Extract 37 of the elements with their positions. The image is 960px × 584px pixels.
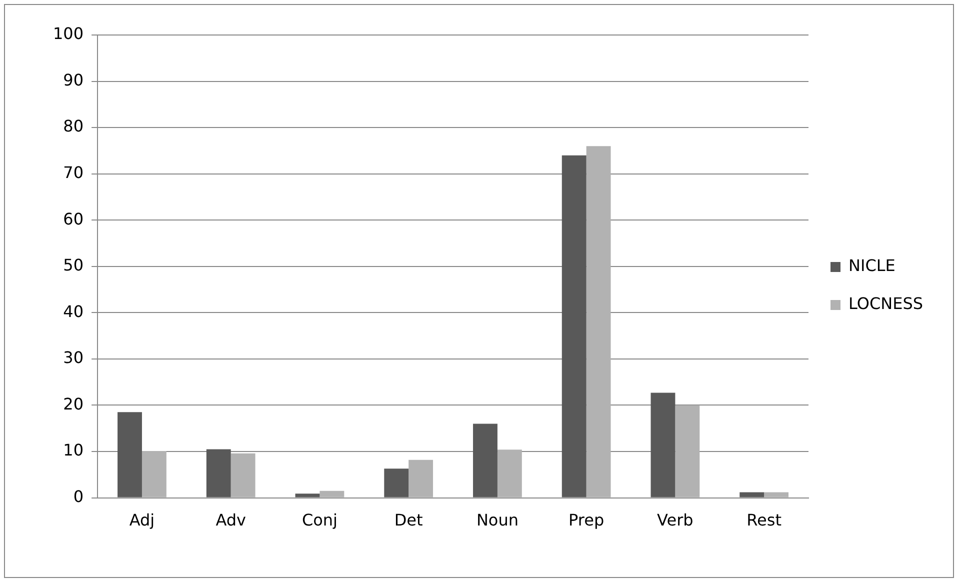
y-tick-label: 100 [52,24,84,44]
x-tick-label: Noun [476,510,518,530]
y-tick-label: 0 [73,486,84,506]
y-tick-label: 80 [63,116,84,136]
y-tick-label: 10 [63,440,84,460]
bar [384,468,409,498]
y-tick-label: 20 [63,394,84,414]
bar [586,146,611,498]
bar [320,490,344,498]
bar [497,450,522,498]
bar [740,492,764,498]
bar [473,424,498,498]
x-tick-label: Prep [568,510,604,530]
y-tick-label: 30 [63,348,84,368]
x-tick-label: Adj [129,510,155,530]
x-tick-label: Adv [216,510,246,530]
bar [408,460,434,498]
bar [295,494,320,498]
bar [650,392,676,498]
x-tick-label: Det [394,510,423,530]
bar [230,453,256,498]
x-tick-label: Conj [302,510,338,530]
legend-label: LOCNESS [848,294,923,314]
y-tick-label: 70 [63,162,84,182]
bar [764,492,789,498]
bar [118,412,142,498]
bar [206,449,231,498]
y-tick-label: 50 [63,256,84,275]
y-tick-label: 40 [63,302,84,321]
bar [142,451,166,498]
bar [675,405,700,498]
legend-label: NICLE [848,256,896,276]
y-tick-label: 90 [63,70,84,90]
x-tick-label: Rest [746,510,782,530]
x-tick-label: Verb [657,510,694,530]
bar [562,155,586,498]
y-tick-label: 60 [63,209,84,228]
